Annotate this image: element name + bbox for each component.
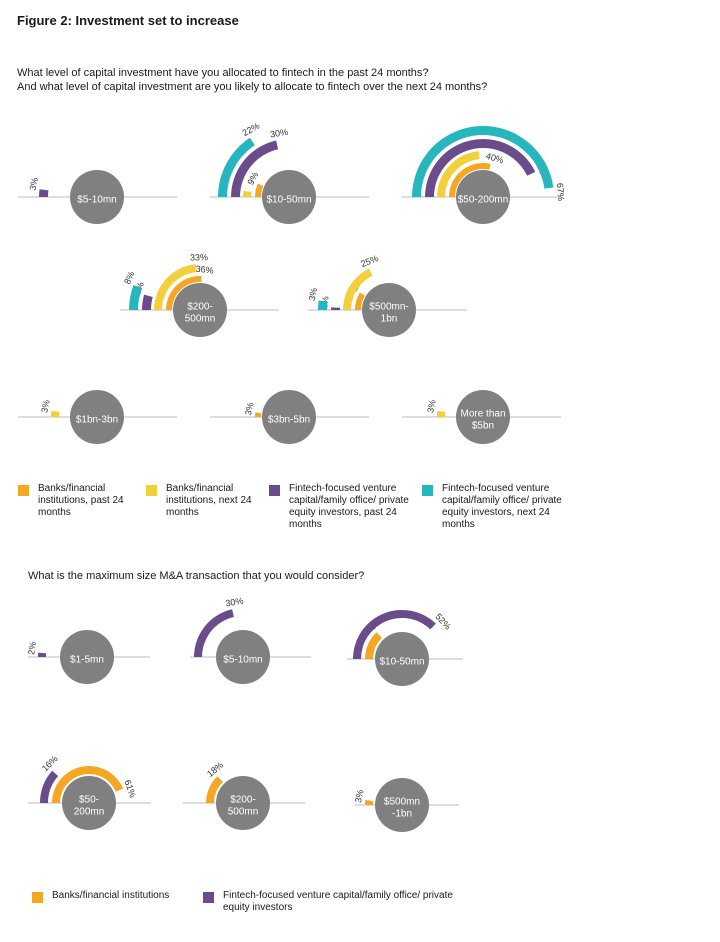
banks-next-bar	[50, 410, 60, 417]
legend-swatch	[203, 892, 214, 903]
data-label: 30%	[269, 127, 288, 140]
data-label: 25%	[359, 253, 379, 269]
ma-question: What is the maximum size M&A transaction…	[28, 570, 365, 582]
ma-banks-bar	[365, 632, 382, 659]
legend-label: Banks/financial institutions, past 24 mo…	[38, 483, 124, 518]
banks-past-bar	[449, 163, 491, 197]
banks-next-bar	[343, 268, 373, 310]
category-circle	[456, 390, 510, 444]
data-label: 52%	[433, 612, 453, 632]
category-circle	[262, 170, 316, 224]
ma-vc-bar	[38, 652, 47, 657]
data-label: 36%	[195, 264, 214, 276]
category-label: 500mn	[228, 807, 259, 818]
category-circle	[375, 778, 429, 832]
legend-label: Fintech-focused venture capital/family o…	[223, 890, 453, 913]
category-label: $200-	[230, 795, 256, 806]
data-label: 2%	[26, 641, 38, 655]
ma-banks-bar	[52, 766, 124, 803]
ma-banks-bar	[365, 800, 374, 805]
data-label: 67%	[555, 183, 566, 202]
ma-vc-bar	[353, 610, 436, 659]
data-label: 61%	[123, 779, 138, 799]
ma-vc-bar	[40, 770, 59, 803]
category-label: 1bn	[381, 314, 398, 325]
category-circle	[262, 390, 316, 444]
banks-next-bar	[437, 410, 446, 417]
category-circle	[70, 170, 124, 224]
vc-next-bar	[412, 126, 554, 197]
legend-swatch	[269, 485, 280, 496]
category-circle	[456, 170, 510, 224]
category-label: $5-10mn	[223, 655, 262, 666]
category-label: $50-	[79, 795, 99, 806]
category-label: $1bn-3bn	[76, 415, 118, 426]
category-circle	[60, 630, 114, 684]
legend-swatch	[422, 485, 433, 496]
vc-next-bar	[318, 300, 328, 310]
category-circle	[173, 283, 227, 337]
category-label: $5bn	[472, 421, 494, 432]
vc-past-bar	[425, 139, 536, 197]
category-label: $10-50mn	[266, 195, 311, 206]
category-label: $5-10mn	[77, 195, 116, 206]
category-circle	[362, 283, 416, 337]
banks-past-bar	[255, 412, 262, 417]
vc-past-bar	[39, 189, 49, 197]
banks-next-bar	[437, 151, 480, 197]
legend-label: Fintech-focused venture capital/family o…	[289, 483, 409, 530]
category-label: $1-5mn	[70, 655, 104, 666]
category-circle	[62, 776, 116, 830]
category-label: 500mn	[185, 314, 216, 325]
category-circle	[216, 630, 270, 684]
legend-label: Banks/financial institutions, next 24 mo…	[166, 483, 252, 518]
vc-past-bar	[142, 294, 153, 310]
vc-past-bar	[231, 140, 279, 197]
vc-past-bar	[331, 307, 341, 310]
ma-vc-bar	[194, 609, 234, 657]
data-label: 3%	[425, 399, 437, 414]
legend-label: Banks/financial institutions	[52, 890, 170, 901]
data-label: 22%	[241, 121, 262, 139]
data-label: 3%	[243, 401, 255, 416]
data-label: 3%	[353, 789, 365, 804]
vc-next-bar	[218, 137, 255, 197]
legend-swatch	[18, 485, 29, 496]
banks-past-bar	[255, 183, 264, 197]
category-label: $500mn-	[369, 302, 408, 313]
category-label: -1bn	[392, 809, 412, 820]
ma-banks-bar	[206, 776, 223, 803]
figure-title: Figure 2: Investment set to increase	[17, 13, 239, 28]
category-label: 200mn	[74, 807, 105, 818]
category-label: $10-50mn	[379, 657, 424, 668]
legend-label: Fintech-focused venture capital/family o…	[442, 483, 562, 530]
banks-next-bar	[154, 264, 197, 310]
investment-question-line-1: What level of capital investment have yo…	[17, 67, 429, 79]
category-label: $200-	[187, 302, 213, 313]
investment-question-line-2: And what level of capital investment are…	[17, 81, 488, 93]
data-label: 3%	[39, 399, 51, 414]
category-circle	[216, 776, 270, 830]
category-label: $500mn	[384, 797, 420, 808]
banks-past-bar	[166, 276, 202, 310]
category-circle	[375, 632, 429, 686]
legend-swatch	[32, 892, 43, 903]
vc-next-bar	[129, 285, 142, 310]
category-circle	[70, 390, 124, 444]
data-label: 18%	[205, 760, 225, 779]
data-label: 16%	[40, 754, 60, 774]
data-label: 40%	[485, 151, 505, 166]
legend-swatch	[146, 485, 157, 496]
data-label: 3%	[307, 287, 319, 302]
data-label: 8%	[122, 270, 137, 286]
data-label: 3%	[28, 176, 40, 191]
data-label: 30%	[225, 596, 244, 609]
data-label: 33%	[190, 252, 208, 262]
category-label: $3bn-5bn	[268, 415, 310, 426]
category-label: More than	[460, 409, 505, 420]
banks-past-bar	[355, 292, 365, 310]
category-label: $50-200mn	[458, 195, 509, 206]
banks-next-bar	[243, 190, 252, 197]
